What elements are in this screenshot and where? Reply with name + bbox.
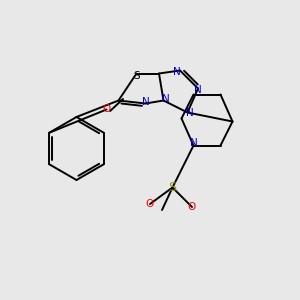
Text: O: O (102, 104, 111, 115)
Text: N: N (190, 138, 197, 148)
Text: N: N (142, 97, 149, 107)
Text: S: S (169, 181, 176, 194)
Text: S: S (133, 70, 140, 81)
Text: N: N (173, 67, 181, 77)
Text: O: O (146, 199, 154, 209)
Text: N: N (194, 85, 202, 95)
Text: O: O (188, 202, 196, 212)
Text: N: N (162, 94, 170, 104)
Text: N: N (186, 107, 194, 118)
